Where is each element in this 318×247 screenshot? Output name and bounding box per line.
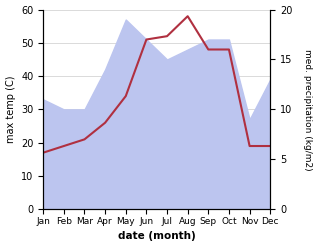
X-axis label: date (month): date (month) bbox=[118, 231, 196, 242]
Y-axis label: max temp (C): max temp (C) bbox=[5, 76, 16, 143]
Y-axis label: med. precipitation (kg/m2): med. precipitation (kg/m2) bbox=[303, 49, 313, 170]
